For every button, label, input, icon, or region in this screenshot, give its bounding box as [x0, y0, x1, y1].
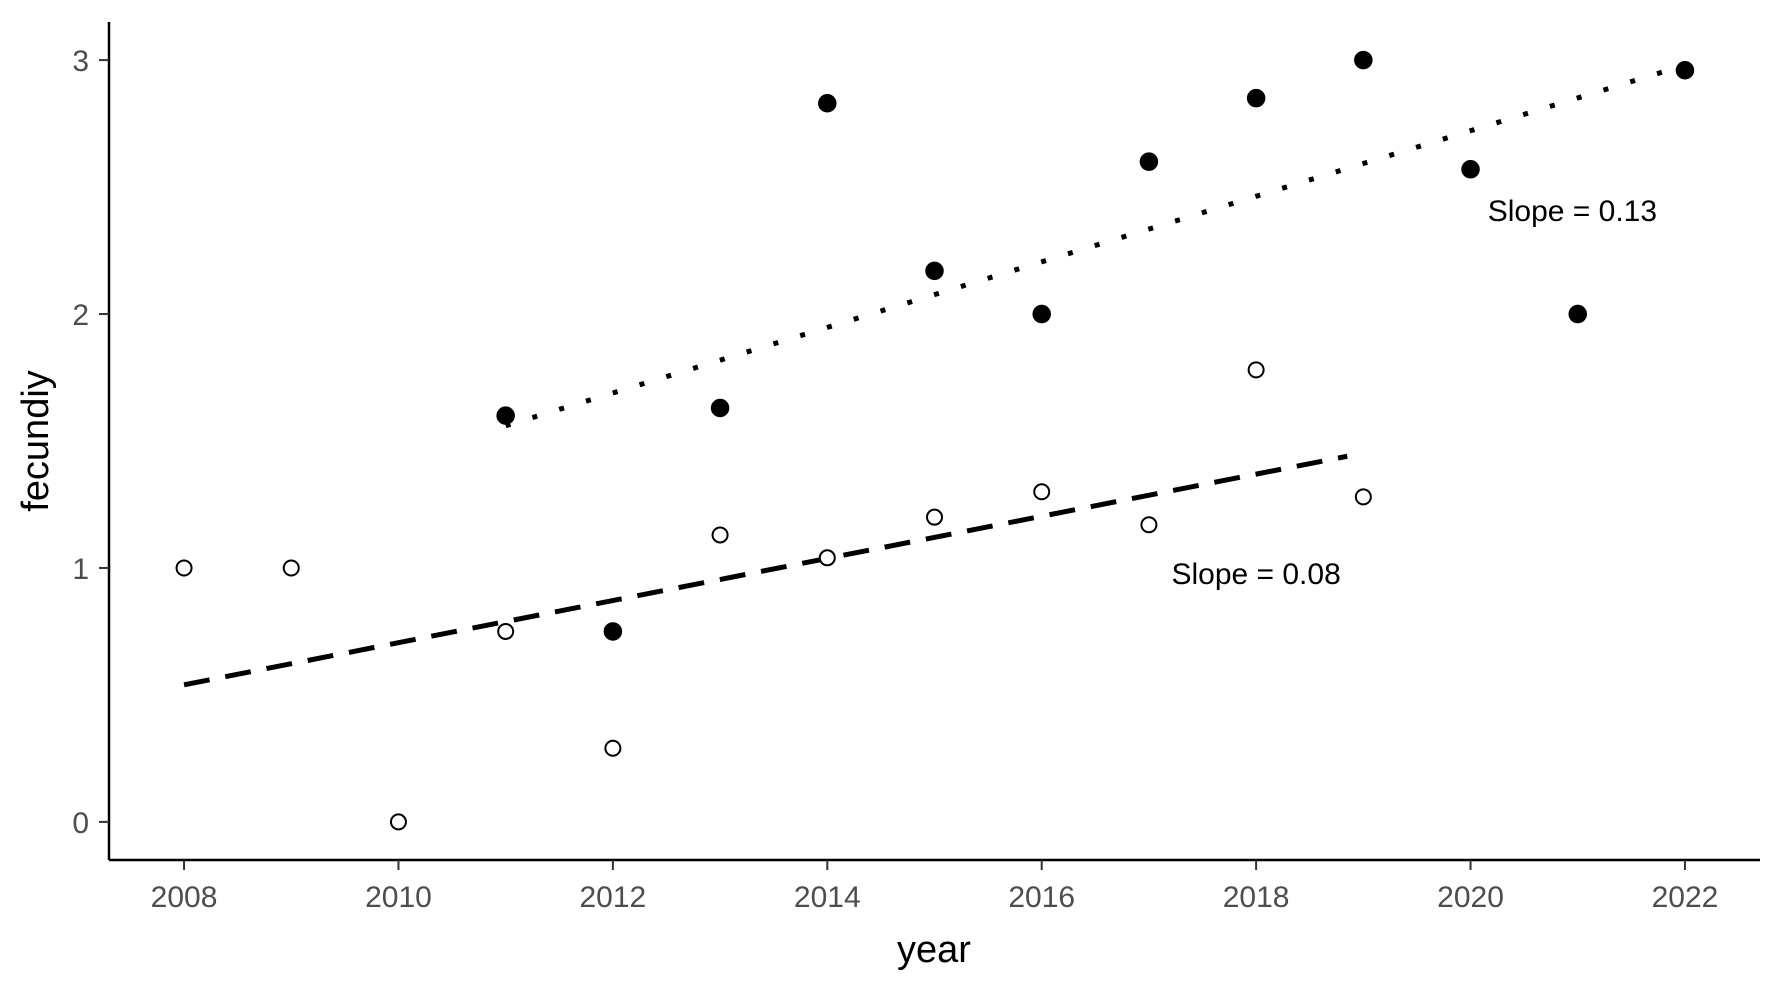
data-point-open	[175, 559, 193, 577]
axes	[107, 22, 1760, 862]
x-tick-label: 2020	[1437, 881, 1504, 914]
data-point-open	[818, 549, 836, 567]
data-point-filled	[1568, 304, 1587, 324]
slope-annotation: Slope = 0.13	[1488, 195, 1657, 228]
data-point-open	[389, 813, 407, 831]
data-point-open	[282, 559, 300, 577]
data-point-open	[1140, 516, 1158, 534]
data-point-filled	[496, 406, 515, 425]
data-point-filled	[1675, 60, 1695, 80]
ticks: 2008 2010 2012 2014 2016 2018 2020 2022 0 1 2 3	[72, 45, 1718, 914]
trend-line-dashed	[183, 453, 1348, 688]
x-tick-label: 2016	[1008, 881, 1075, 914]
plot-area: Slope = 0.13 Slope = 0.08	[175, 50, 1695, 831]
trend-line-dotted	[504, 62, 1686, 429]
x-tick-label: 2022	[1652, 881, 1719, 914]
data-point-open	[1354, 488, 1372, 506]
x-tick-label: 2010	[365, 881, 432, 914]
data-point-filled	[1461, 160, 1480, 179]
data-point-filled	[1032, 304, 1051, 324]
y-axis-title: fecundiy	[15, 370, 57, 512]
x-tick-label: 2018	[1223, 881, 1290, 914]
data-point-filled	[1246, 88, 1266, 108]
y-tick-label: 1	[72, 553, 89, 586]
slope-annotation: Slope = 0.08	[1171, 558, 1340, 591]
x-tick-label: 2014	[794, 881, 861, 914]
data-point-open	[1033, 483, 1051, 501]
data-point-filled	[603, 622, 623, 641]
data-point-open	[604, 739, 622, 757]
data-point-filled	[925, 261, 944, 281]
data-point-filled	[818, 94, 837, 113]
data-point-open	[1247, 361, 1265, 379]
data-point-filled	[1139, 152, 1159, 171]
y-tick-label: 2	[72, 299, 89, 332]
x-axis-title: year	[897, 929, 971, 971]
data-point-filled	[1354, 50, 1373, 70]
data-point-open	[711, 526, 729, 544]
x-tick-label: 2008	[151, 881, 218, 914]
data-point-open	[926, 508, 943, 526]
y-tick-label: 3	[72, 45, 89, 78]
x-tick-label: 2012	[580, 881, 647, 914]
y-tick-label: 0	[72, 807, 89, 840]
data-point-filled	[710, 398, 730, 418]
data-point-open	[497, 622, 515, 640]
